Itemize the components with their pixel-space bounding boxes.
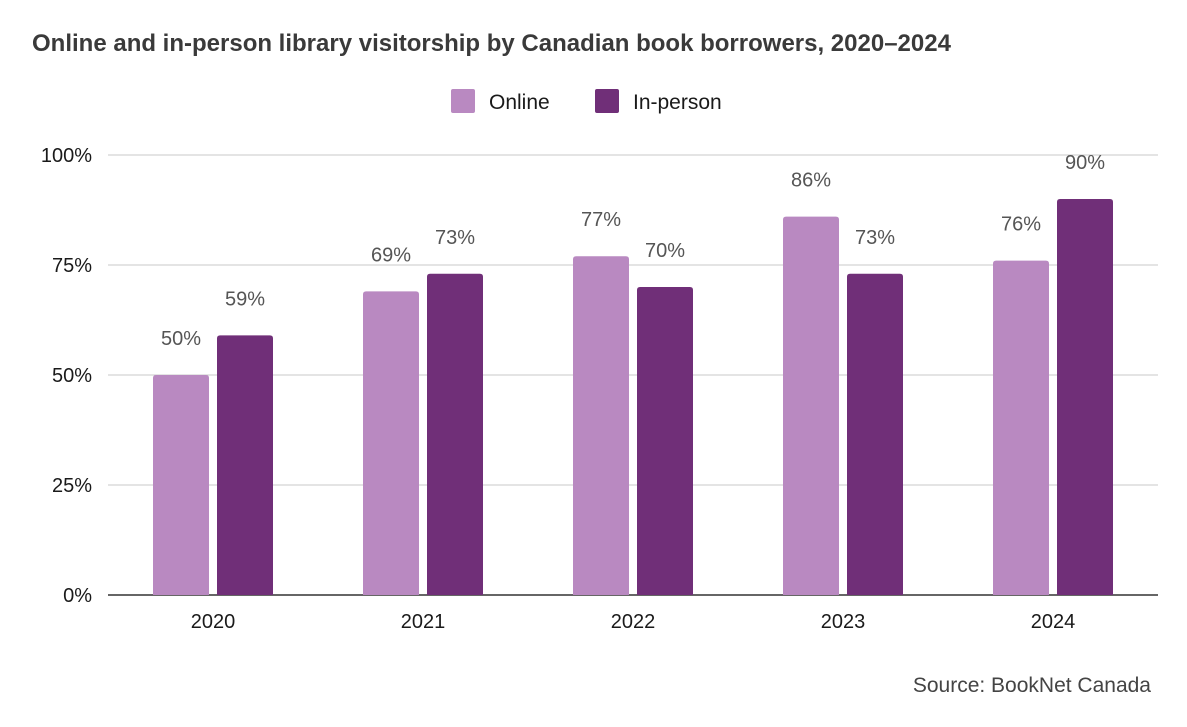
data-label: 73% <box>435 227 475 249</box>
y-tick-label: 100% <box>41 145 92 167</box>
data-label: 76% <box>1001 214 1041 236</box>
x-tick-label: 2022 <box>611 611 656 633</box>
x-tick-label: 2021 <box>401 611 446 633</box>
data-label: 77% <box>581 209 621 231</box>
y-tick-label: 75% <box>52 255 92 277</box>
source-note: Source: BookNet Canada <box>912 674 1151 697</box>
data-label: 70% <box>645 240 685 262</box>
y-axis-ticks: 0% 25% 50% 75% 100% <box>41 145 92 607</box>
legend-swatch-online <box>451 89 475 113</box>
legend-label: Online <box>489 91 550 114</box>
grid-lines <box>108 154 1158 596</box>
data-label: 59% <box>225 288 265 310</box>
y-tick-label: 50% <box>52 365 92 387</box>
bar-online-2021 <box>363 291 419 595</box>
x-axis-ticks: 2020 2021 2022 2023 2024 <box>191 611 1076 633</box>
bars <box>153 199 1113 595</box>
legend: Online In-person <box>451 89 722 114</box>
bar-in-person-2021 <box>427 273 483 595</box>
bar-in-person-2023 <box>847 273 903 595</box>
y-tick-label: 25% <box>52 475 92 497</box>
chart-title: Online and in-person library visitorship… <box>32 30 951 57</box>
data-label: 90% <box>1065 152 1105 174</box>
bar-online-2024 <box>993 260 1049 595</box>
bar-in-person-2024 <box>1057 199 1113 595</box>
bar-in-person-2022 <box>637 287 693 595</box>
bar-online-2020 <box>153 375 209 595</box>
data-labels: 50% 59% 69% 73% 77% 70% 86% 73% 76% 90% <box>161 152 1105 350</box>
data-label: 73% <box>855 227 895 249</box>
legend-swatch-in-person <box>595 89 619 113</box>
x-tick-label: 2024 <box>1031 611 1076 633</box>
x-tick-label: 2023 <box>821 611 866 633</box>
x-tick-label: 2020 <box>191 611 236 633</box>
bar-online-2023 <box>783 216 839 595</box>
y-tick-label: 0% <box>63 585 92 607</box>
bar-in-person-2020 <box>217 335 273 595</box>
bar-online-2022 <box>573 256 629 595</box>
data-label: 50% <box>161 328 201 350</box>
data-label: 69% <box>371 244 411 266</box>
data-label: 86% <box>791 170 831 192</box>
legend-label: In-person <box>633 91 722 114</box>
